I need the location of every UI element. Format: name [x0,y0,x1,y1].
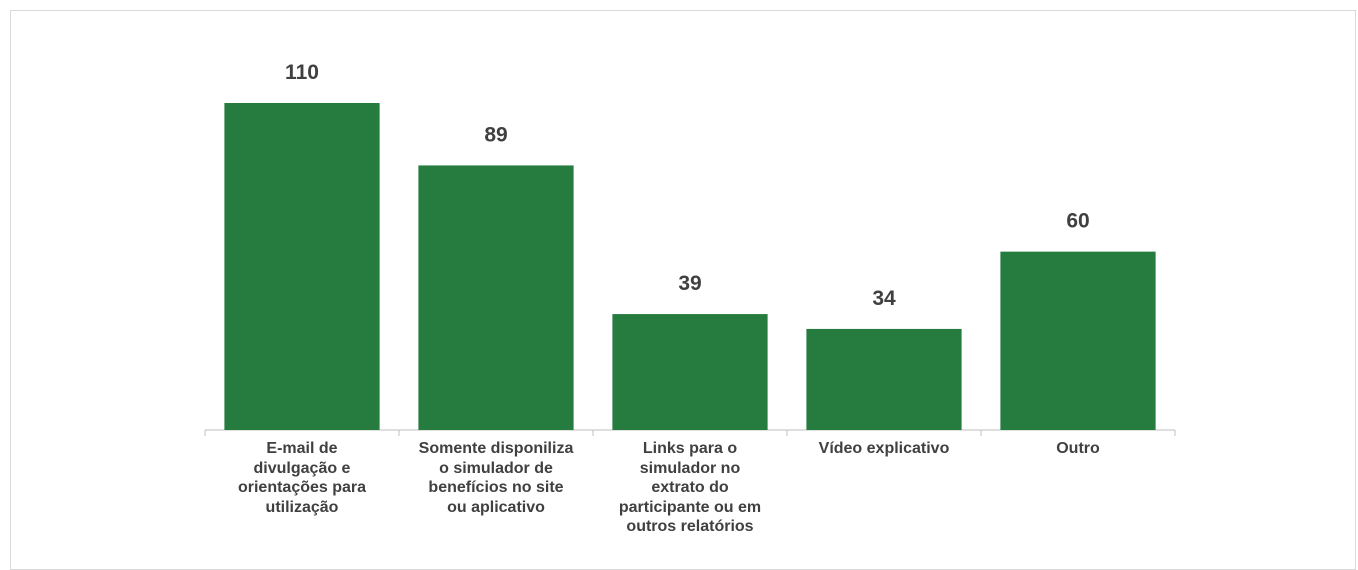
chart: 110 89 39 34 60 [204,61,1176,436]
x-tick-label: Links para o simulador no extrato do par… [618,440,762,535]
bar [612,314,768,430]
value-label: 110 [285,61,319,84]
value-label: 39 [678,272,701,295]
bar [806,328,962,430]
bar [418,165,574,430]
x-tick-label: Vídeo explicativo [818,440,950,457]
value-label: 89 [484,123,507,146]
bar [1000,251,1156,430]
value-label: 60 [1066,210,1089,233]
value-label: 34 [872,287,896,310]
x-tick-label: E-mail de divulgação e orientações para … [237,440,367,516]
bar [224,103,380,430]
x-tick-label: Somente disponiliza o simulador de benef… [418,440,574,516]
x-tick-label: Outro [1056,440,1100,457]
